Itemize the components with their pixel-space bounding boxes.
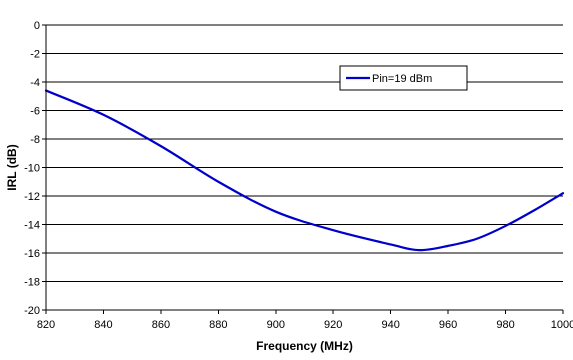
y-tick-label: -20 <box>24 305 40 317</box>
y-tick-label: -8 <box>30 134 40 146</box>
y-tick-label: -6 <box>30 106 40 118</box>
y-tick-label: -4 <box>30 77 40 89</box>
legend-label: Pin=19 dBm <box>372 73 432 85</box>
series-line <box>44 89 565 252</box>
x-tick-label: 860 <box>152 319 170 331</box>
y-tick-label: -14 <box>24 220 40 232</box>
x-tick-label: 880 <box>209 319 227 331</box>
x-tick-label: 940 <box>381 319 399 331</box>
x-tick-label: 920 <box>324 319 342 331</box>
y-tick-label: -18 <box>24 277 40 289</box>
x-tick-label: 980 <box>496 319 514 331</box>
y-axis-title: IRL (dB) <box>5 144 19 190</box>
y-tick-label: -10 <box>24 163 40 175</box>
x-tick-label: 1000 <box>551 319 573 331</box>
x-tick-label: 840 <box>94 319 112 331</box>
x-tick-label: 900 <box>267 319 285 331</box>
y-tick-label: -2 <box>30 49 40 61</box>
y-tick-label: -16 <box>24 248 40 260</box>
x-axis-title: Frequency (MHz) <box>256 339 353 353</box>
x-tick-label: 960 <box>439 319 457 331</box>
y-tick-label: -12 <box>24 191 40 203</box>
y-tick-label: 0 <box>34 20 40 32</box>
x-tick-label: 820 <box>37 319 55 331</box>
